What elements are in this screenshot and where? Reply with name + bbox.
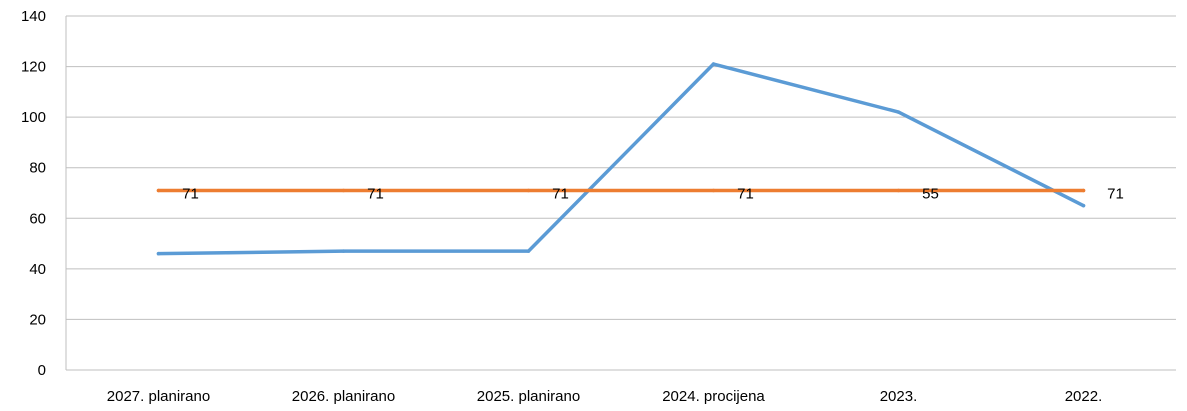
y-tick-label-140: 140 xyxy=(21,8,46,25)
y-tick-label-100: 100 xyxy=(21,109,46,126)
y-tick-label-0: 0 xyxy=(38,362,46,379)
data-label-0: 71 xyxy=(182,185,199,202)
series-1-point-1 xyxy=(341,188,346,193)
y-tick-label-40: 40 xyxy=(29,261,46,278)
data-label-3: 71 xyxy=(737,185,754,202)
series-0-point-4 xyxy=(896,110,901,114)
series-1-point-2 xyxy=(526,188,531,193)
x-tick-label-4: 2023. xyxy=(880,388,918,405)
x-tick-label-3: 2024. procijena xyxy=(662,388,765,405)
x-tick-label-0: 2027. planirano xyxy=(107,388,210,405)
series-1-point-0 xyxy=(156,188,161,193)
data-label-5: 71 xyxy=(1107,185,1124,202)
series-0-line xyxy=(156,62,1086,256)
y-tick-label-60: 60 xyxy=(29,210,46,227)
y-tick-label-120: 120 xyxy=(21,59,46,76)
series-0-point-2 xyxy=(526,249,531,253)
x-tick-label-5: 2022. xyxy=(1065,388,1103,405)
series-0-point-1 xyxy=(341,249,346,253)
series-0-point-0 xyxy=(156,251,161,256)
series-0-point-5 xyxy=(1081,203,1086,208)
x-tick-label-1: 2026. planirano xyxy=(292,388,395,405)
x-tick-label-2: 2025. planirano xyxy=(477,388,580,405)
series-1-point-4 xyxy=(896,188,901,193)
series-1-point-5 xyxy=(1081,188,1086,193)
series-1-point-3 xyxy=(711,188,716,193)
y-tick-label-20: 20 xyxy=(29,311,46,328)
series-0-point-3 xyxy=(711,62,716,66)
data-label-1: 71 xyxy=(367,185,384,202)
data-label-2: 71 xyxy=(552,185,569,202)
y-tick-label-80: 80 xyxy=(29,160,46,177)
data-label-4: 55 xyxy=(922,185,939,202)
